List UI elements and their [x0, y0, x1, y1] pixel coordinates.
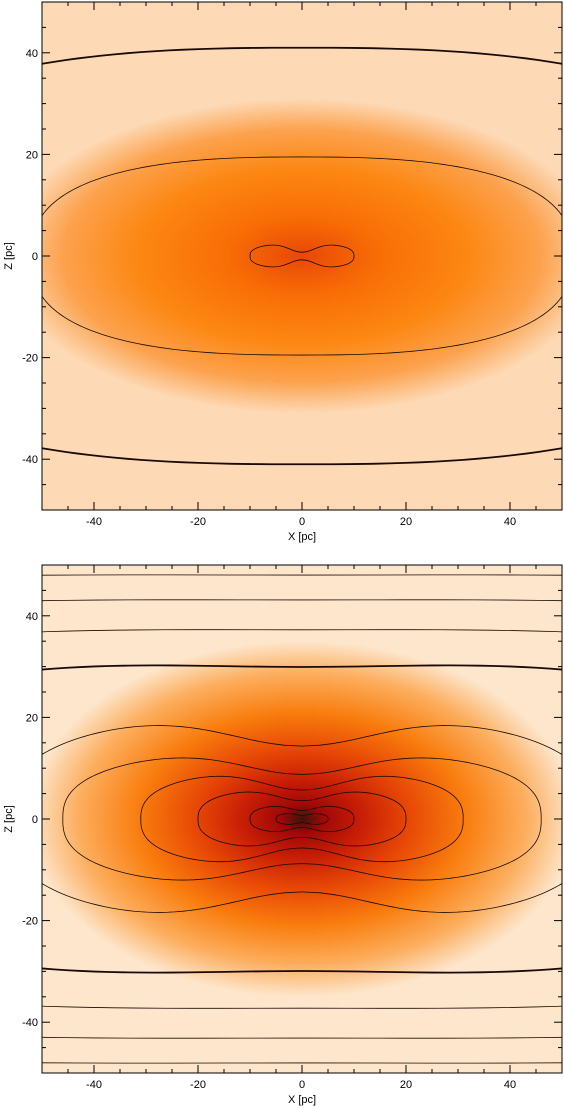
top-heatmap — [42, 2, 562, 510]
top-x-axis-title: X [pc] — [288, 531, 316, 543]
bottom-contour-line — [249, 806, 355, 832]
top-contours — [42, 46, 562, 466]
top-x-tick-label: 20 — [400, 516, 412, 528]
top-contour-line — [42, 156, 562, 356]
bottom-y-tick-label: 0 — [32, 814, 38, 826]
bottom-y-tick-label: 20 — [26, 712, 38, 724]
top-y-tick-label: -20 — [22, 353, 38, 365]
bottom-contours — [42, 574, 562, 1064]
bottom-y-tick-label: -20 — [22, 916, 38, 928]
bottom-x-tick-label: 40 — [504, 1079, 516, 1091]
bottom-x-tick-label: -40 — [86, 1079, 102, 1091]
top-x-tick-label: -20 — [190, 516, 206, 528]
bottom-x-axis-title: X [pc] — [288, 1094, 316, 1106]
top-y-tick-label: 40 — [26, 48, 38, 60]
top-x-tick-label: 0 — [299, 516, 305, 528]
bottom-contour-line — [42, 725, 562, 913]
bottom-y-tick-label: -40 — [22, 1017, 38, 1029]
bottom-contour-line — [62, 757, 542, 881]
bottom-x-tick-label: 20 — [400, 1079, 412, 1091]
top-y-tick-label: -40 — [22, 454, 38, 466]
bottom-x-tick-label: -20 — [190, 1079, 206, 1091]
bottom-contour-line — [197, 791, 407, 847]
top-x-tick-label: -40 — [86, 516, 102, 528]
bottom-ticks: -40 -20 0 20 40 -40 -20 0 20 40 — [22, 564, 563, 1091]
bottom-y-axis-title: Z [pc] — [3, 805, 15, 833]
top-contour-line — [249, 244, 355, 268]
top-y-tick-label: 20 — [26, 149, 38, 161]
bottom-y-tick-label: 40 — [26, 611, 38, 623]
bottom-contour-line — [140, 775, 464, 863]
bottom-panel: -40 -20 0 20 40 -40 -20 0 20 40 X [pc] Z [pc] — [3, 564, 563, 1106]
top-panel: -40 -20 0 20 40 -40 -20 0 20 40 X [pc] Z [pc] — [3, 1, 563, 543]
bottom-x-tick-label: 0 — [299, 1079, 305, 1091]
top-y-tick-label: 0 — [32, 251, 38, 263]
bottom-heatmap — [42, 565, 562, 1073]
top-x-tick-label: 40 — [504, 516, 516, 528]
bottom-contour-line — [275, 813, 329, 825]
top-y-axis-title: Z [pc] — [3, 242, 15, 270]
top-ticks: -40 -20 0 20 40 -40 -20 0 20 40 — [22, 1, 563, 528]
